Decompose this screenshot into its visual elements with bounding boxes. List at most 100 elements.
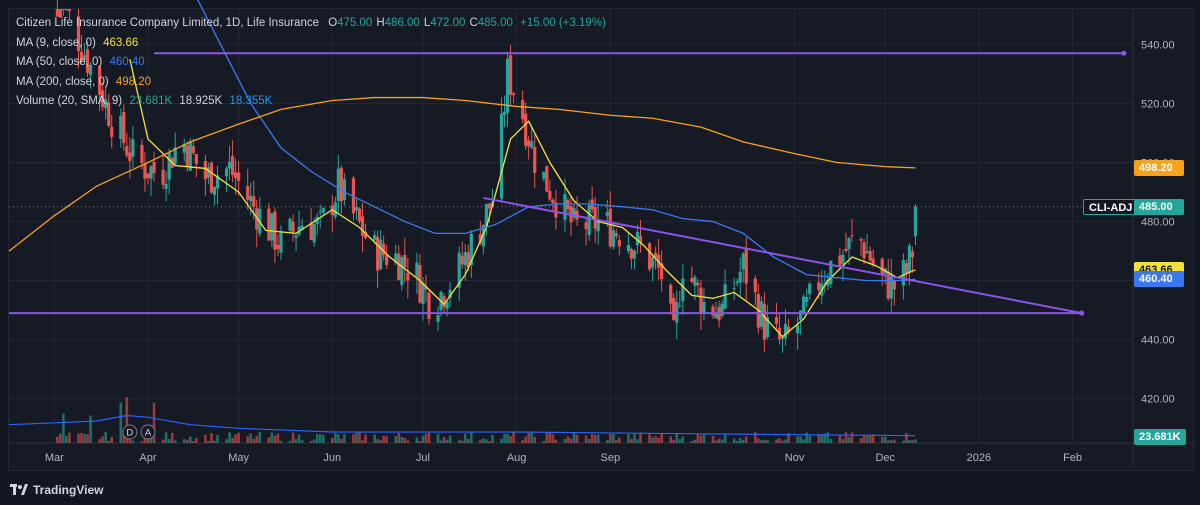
legend-volume[interactable]: Volume (20, SMA, 9) 23.681K 18.925K 18.3… [16, 92, 606, 112]
candle-body [907, 245, 912, 273]
volume-bar [385, 436, 388, 443]
candle-body [823, 282, 827, 284]
ma-line[interactable] [129, 59, 916, 338]
candle-body [632, 250, 637, 259]
volume-bar [101, 436, 104, 443]
candle-body [741, 253, 745, 270]
volume-bar [110, 436, 114, 443]
volume-bar [862, 434, 866, 443]
candle-body [469, 233, 473, 266]
candle-body [342, 178, 346, 201]
candle-body [224, 168, 229, 177]
volume-bar [690, 441, 694, 443]
volume-bar [796, 436, 799, 443]
volume-bar [343, 433, 346, 443]
candle-body [502, 111, 507, 116]
candle-body [255, 208, 259, 230]
candle-body [508, 55, 513, 95]
candle-body [460, 255, 464, 265]
x-tick-label: Dec [875, 452, 895, 464]
candle-body [841, 254, 845, 264]
volume-bar [213, 440, 216, 443]
ma9-label: MA (9, close, 0) [16, 36, 96, 49]
ma-line[interactable] [190, 0, 916, 282]
volume-bar [267, 437, 271, 443]
candle-body [88, 64, 93, 75]
volume-bar [763, 439, 766, 443]
event-marker-a[interactable] [140, 424, 156, 440]
legend-ma50[interactable]: MA (50, close, 0) 460.40 [16, 53, 606, 73]
candle-body [584, 222, 588, 230]
legend-ma9[interactable]: MA (9, close, 0) 463.66 [16, 34, 606, 54]
volume-bar [403, 437, 407, 443]
volume-bar [488, 441, 491, 443]
candle-body [152, 161, 156, 174]
candle-body [161, 169, 165, 185]
candle-body [101, 90, 105, 107]
candle-body [802, 296, 806, 315]
descending-trendline[interactable] [483, 196, 1082, 315]
candle-body [690, 278, 694, 282]
ohlc-value-o: 475.00 [337, 17, 373, 29]
ohlc-key-c: C [469, 17, 478, 29]
volume-bar [77, 433, 80, 443]
volume-bar [192, 441, 195, 443]
volume-bar [757, 438, 760, 443]
volume-bar [503, 433, 506, 443]
volume-bar [575, 434, 579, 443]
event-marker-d[interactable] [122, 424, 138, 440]
candle-body [309, 222, 313, 240]
volume-bar [379, 439, 382, 443]
y-tick-label: 520.00 [1141, 98, 1175, 110]
change-value: +15.00 (+3.19%) [520, 17, 606, 29]
volume-bar [760, 440, 763, 443]
ma-line[interactable] [8, 96, 916, 252]
volume-bar [554, 439, 558, 443]
volume-bar [231, 437, 234, 443]
candle-body [660, 263, 664, 279]
volume-bar [847, 436, 851, 443]
ohlc-key-h: H [376, 17, 385, 29]
volume-bar [657, 437, 660, 443]
volume-bar [164, 432, 168, 443]
descending-trendline-handle[interactable] [1079, 310, 1085, 316]
volume-bar [131, 440, 135, 443]
candle-body [892, 280, 896, 290]
legend-symbol-row: Citizen Life Insurance Company Limited, … [16, 14, 606, 34]
candle-body [720, 303, 724, 317]
candle-body [913, 206, 918, 237]
resistance-line-handle[interactable] [1121, 50, 1127, 56]
volume-bar [469, 432, 473, 443]
candle-body [910, 251, 915, 258]
candle-body [267, 208, 271, 241]
legend-ma200[interactable]: MA (200, close, 0) 498.20 [16, 73, 606, 93]
volume-bar [859, 438, 863, 443]
candle-body [457, 252, 461, 288]
candle-body [511, 93, 516, 96]
volume-bar [850, 432, 854, 443]
volume-bar [415, 437, 419, 443]
volume-bar [542, 440, 546, 443]
candle-body [394, 253, 398, 264]
volume-bar [618, 437, 621, 443]
candle-body [805, 297, 809, 303]
volume-bar [334, 433, 337, 443]
volume-bar [660, 433, 663, 443]
tradingview-branding[interactable]: TradingView [10, 480, 103, 500]
tradingview-logo-icon [10, 484, 28, 496]
volume-bar [83, 433, 86, 443]
candle-body [215, 175, 220, 189]
candle-body [206, 167, 211, 178]
candle-body [826, 279, 830, 286]
candle-body [252, 196, 256, 207]
volume-bar [608, 434, 612, 443]
candle-body [403, 254, 407, 268]
candle-body [315, 216, 319, 225]
volume-bar [376, 439, 379, 443]
candle-body [850, 235, 854, 237]
symbol-title[interactable]: Citizen Life Insurance Company Limited, … [16, 17, 319, 29]
volume-bar [406, 440, 410, 443]
event-marker-letter: D [126, 428, 133, 439]
volume-bar [448, 435, 452, 443]
